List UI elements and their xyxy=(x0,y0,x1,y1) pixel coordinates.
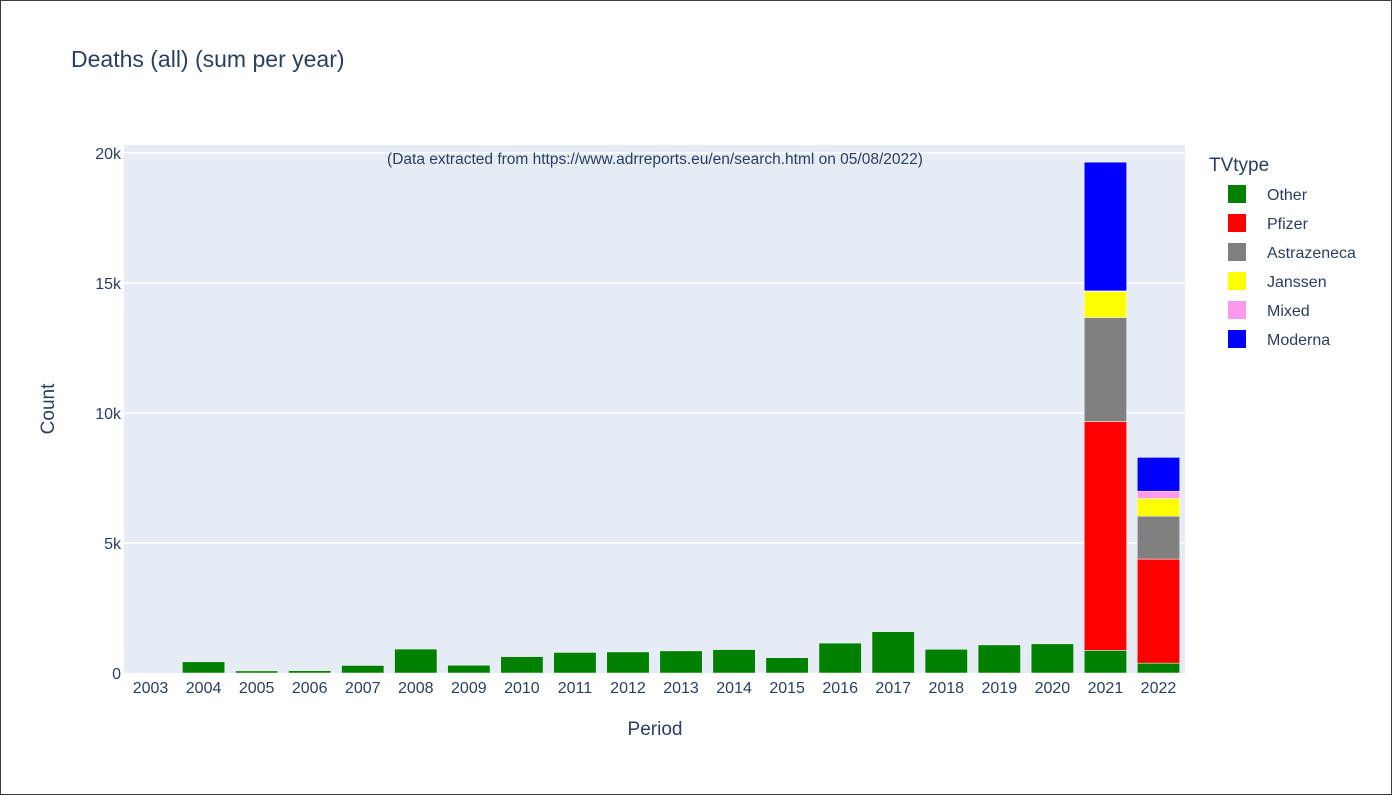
x-axis-title: Period xyxy=(628,719,683,740)
gridlines xyxy=(124,152,1185,544)
x-tick-label: 2019 xyxy=(982,680,1018,697)
bar-segment-pfizer-2021 xyxy=(1083,421,1127,651)
x-tick-label: 2014 xyxy=(716,680,752,697)
bar-segment-other-2020 xyxy=(1030,643,1074,674)
legend-swatch-moderna xyxy=(1228,330,1246,348)
legend-label-pfizer: Pfizer xyxy=(1267,216,1309,233)
x-tick-label: 2006 xyxy=(292,680,328,697)
y-tick-label: 0 xyxy=(112,666,121,683)
bar-segment-other-2009 xyxy=(447,664,491,674)
legend-swatch-other xyxy=(1228,185,1246,203)
x-tick-label: 2015 xyxy=(769,680,805,697)
legend-label-janssen: Janssen xyxy=(1267,274,1327,291)
x-tick-label: 2003 xyxy=(133,680,169,697)
bar-segment-other-2012 xyxy=(606,651,650,674)
bar-segment-other-2010 xyxy=(500,656,544,674)
x-axis-ticks: 2003 2004 2005 2006 2007 2008 2009 2010 2011 2012… xyxy=(133,680,1177,697)
bars xyxy=(182,161,1180,674)
x-tick-label: 2016 xyxy=(822,680,858,697)
legend-label-mixed: Mixed xyxy=(1267,303,1310,320)
bar-segment-mixed-2022 xyxy=(1137,490,1180,499)
bar-segment-other-2019 xyxy=(977,644,1021,674)
x-tick-label: 2007 xyxy=(345,680,381,697)
x-tick-label: 2017 xyxy=(875,680,911,697)
x-tick-label: 2022 xyxy=(1141,680,1177,697)
legend-swatch-pfizer xyxy=(1228,214,1246,232)
bar-segment-other-2014 xyxy=(712,649,756,674)
legend-swatch-astrazeneca xyxy=(1228,243,1246,261)
x-tick-label: 2010 xyxy=(504,680,540,697)
bar-segment-other-2007 xyxy=(341,665,385,674)
bar-segment-pfizer-2022 xyxy=(1137,558,1180,664)
x-tick-label: 2009 xyxy=(451,680,487,697)
bar-segment-astrazeneca-2021 xyxy=(1083,317,1127,422)
x-tick-label: 2005 xyxy=(239,680,275,697)
legend-items: Other Pfizer Astrazeneca Janssen Mixed Modern… xyxy=(1228,185,1356,349)
bar-segment-other-2016 xyxy=(818,642,862,674)
plot-area xyxy=(124,145,1185,673)
x-tick-label: 2012 xyxy=(610,680,646,697)
bar-segment-other-2011 xyxy=(553,652,597,674)
legend-label-astrazeneca: Astrazeneca xyxy=(1267,245,1356,262)
y-tick-label: 15k xyxy=(95,276,122,293)
bar-segment-moderna-2022 xyxy=(1137,457,1180,492)
bar-segment-other-2008 xyxy=(394,648,438,674)
bar-segment-astrazeneca-2022 xyxy=(1137,515,1180,560)
y-axis-ticks: 0 5k 10k 15k 20k xyxy=(95,146,122,683)
chart-title: Deaths (all) (sum per year) xyxy=(71,46,345,72)
legend: TVtype Other Pfizer Astrazeneca Janssen Mixe… xyxy=(1209,155,1356,349)
bar-segment-other-2013 xyxy=(659,650,703,674)
bar-segment-other-2022 xyxy=(1137,662,1180,674)
y-axis-title: Count xyxy=(38,383,59,434)
y-tick-label: 10k xyxy=(95,406,122,423)
legend-title: TVtype xyxy=(1209,155,1269,176)
x-tick-label: 2021 xyxy=(1088,680,1124,697)
bar-segment-other-2018 xyxy=(924,649,968,674)
legend-label-other: Other xyxy=(1267,187,1308,204)
bar-segment-other-2004 xyxy=(182,661,226,674)
x-tick-label: 2020 xyxy=(1035,680,1071,697)
x-tick-label: 2013 xyxy=(663,680,699,697)
bar-segment-janssen-2022 xyxy=(1137,498,1180,517)
x-tick-label: 2004 xyxy=(186,680,222,697)
bar-segment-other-2005 xyxy=(235,670,279,674)
bar-segment-other-2006 xyxy=(288,670,332,674)
bar-segment-janssen-2021 xyxy=(1083,291,1127,318)
bar-segment-other-2015 xyxy=(765,657,809,674)
legend-swatch-janssen xyxy=(1228,272,1246,290)
source-annotation: (Data extracted from https://www.adrrepo… xyxy=(387,151,923,168)
x-tick-label: 2018 xyxy=(928,680,964,697)
legend-label-moderna: Moderna xyxy=(1267,332,1330,349)
y-tick-label: 5k xyxy=(104,536,122,553)
y-tick-label: 20k xyxy=(95,146,122,163)
x-tick-label: 2011 xyxy=(558,680,593,697)
bar-segment-other-2021 xyxy=(1083,650,1127,674)
bar-segment-moderna-2021 xyxy=(1083,161,1127,292)
legend-swatch-mixed xyxy=(1228,301,1246,319)
bar-segment-other-2017 xyxy=(871,631,915,674)
x-tick-label: 2008 xyxy=(398,680,434,697)
